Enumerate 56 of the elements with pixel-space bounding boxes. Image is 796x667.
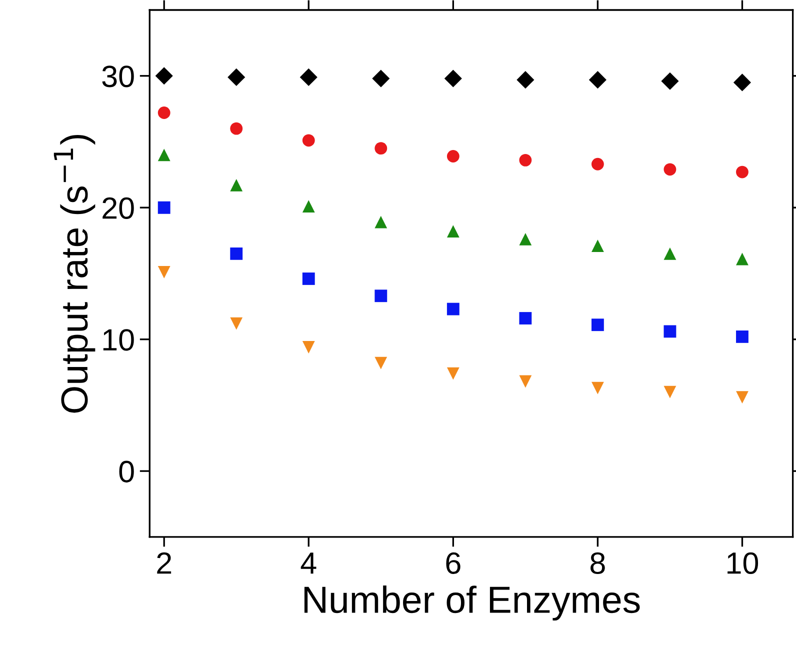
point <box>446 150 460 162</box>
point <box>302 341 315 354</box>
y-tick-label: 30 <box>102 66 134 88</box>
point <box>736 330 748 343</box>
x-tick-label: 2 <box>157 552 172 574</box>
point <box>446 302 460 316</box>
point <box>446 225 460 238</box>
point <box>664 163 676 176</box>
y-tick-label: 10 <box>103 329 134 351</box>
point <box>519 154 532 166</box>
point <box>374 142 388 155</box>
point <box>519 375 532 388</box>
y-axis-title: Output rate (s$^{−1}$) <box>54 134 96 413</box>
point <box>230 248 243 260</box>
x-tick-label: 8 <box>590 552 605 574</box>
point <box>736 252 748 266</box>
point <box>230 317 243 330</box>
point <box>591 318 604 332</box>
point <box>591 382 604 394</box>
x-tick-label: 10 <box>728 552 758 574</box>
point <box>372 70 390 88</box>
point <box>158 106 170 119</box>
point <box>591 240 604 252</box>
point <box>230 122 243 135</box>
x-tick-label: 4 <box>300 552 316 574</box>
point <box>374 290 388 302</box>
point <box>519 233 532 246</box>
point <box>228 68 246 86</box>
point <box>302 200 315 212</box>
point <box>519 312 532 324</box>
x-axis-title: Number of Enzymes <box>304 586 640 621</box>
point <box>591 158 604 170</box>
point <box>661 72 679 90</box>
point <box>736 166 748 178</box>
point <box>664 248 676 260</box>
point <box>664 386 676 398</box>
point <box>158 148 170 162</box>
point <box>444 70 462 88</box>
point <box>446 367 460 380</box>
y-tick-label: 20 <box>102 197 134 219</box>
point <box>158 266 170 278</box>
point <box>588 71 606 89</box>
point <box>374 216 388 228</box>
point <box>664 325 676 338</box>
x-tick-label: 6 <box>446 552 460 574</box>
y-tick-label: 0 <box>119 460 134 482</box>
point <box>374 356 388 370</box>
point <box>230 179 243 192</box>
point <box>302 272 315 285</box>
point <box>155 67 173 85</box>
point <box>736 391 748 404</box>
point <box>516 71 534 89</box>
point <box>302 134 315 147</box>
point <box>158 201 170 214</box>
point <box>300 68 318 86</box>
point <box>733 74 752 92</box>
